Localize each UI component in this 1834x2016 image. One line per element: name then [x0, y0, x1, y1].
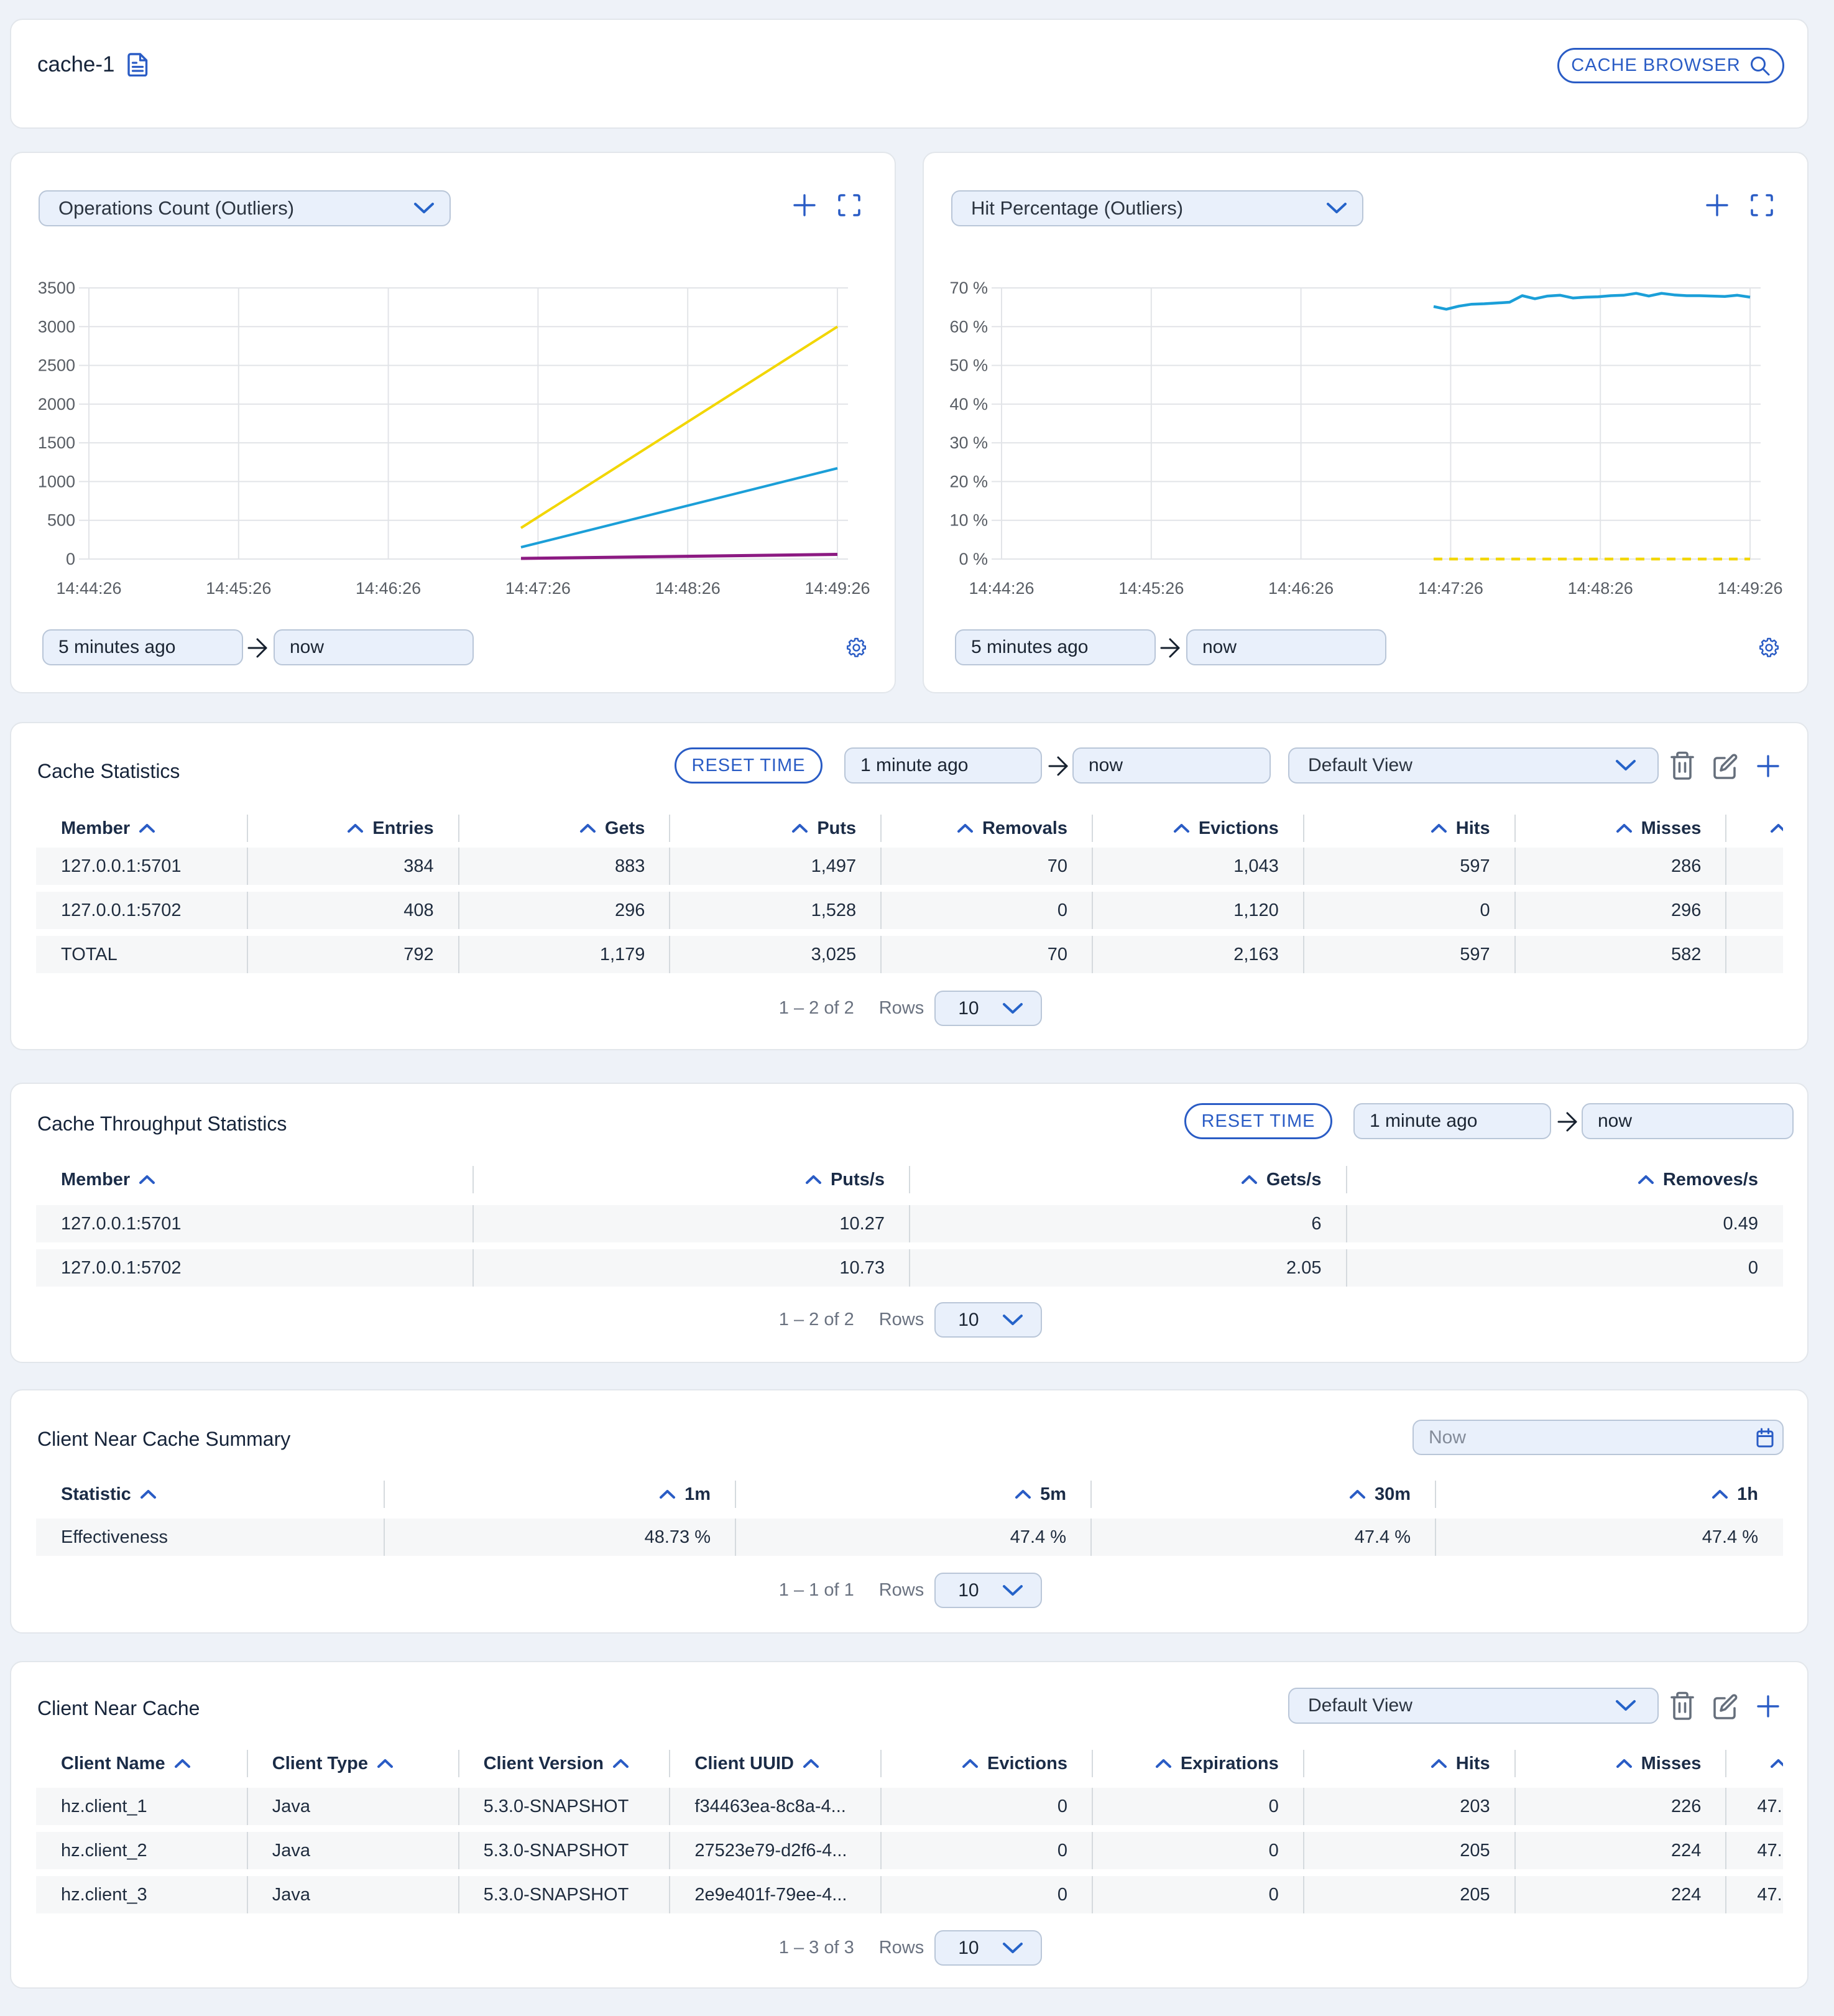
svg-text:14:44:26: 14:44:26 — [969, 579, 1034, 598]
svg-text:10 %: 10 % — [949, 511, 988, 530]
svg-text:1000: 1000 — [38, 472, 75, 491]
svg-text:14:47:26: 14:47:26 — [1418, 579, 1483, 598]
svg-text:14:49:26: 14:49:26 — [804, 579, 870, 598]
svg-text:60 %: 60 % — [949, 317, 988, 336]
svg-text:2000: 2000 — [38, 395, 75, 414]
svg-text:14:48:26: 14:48:26 — [655, 579, 721, 598]
svg-text:3500: 3500 — [38, 279, 75, 297]
svg-text:14:49:26: 14:49:26 — [1717, 579, 1782, 598]
svg-text:70 %: 70 % — [949, 279, 988, 297]
svg-text:14:46:26: 14:46:26 — [356, 579, 421, 598]
svg-text:30 %: 30 % — [949, 433, 988, 452]
svg-text:0: 0 — [66, 550, 75, 568]
svg-text:14:47:26: 14:47:26 — [505, 579, 571, 598]
svg-text:1500: 1500 — [38, 433, 75, 452]
svg-text:14:46:26: 14:46:26 — [1268, 579, 1334, 598]
svg-text:14:45:26: 14:45:26 — [206, 579, 271, 598]
svg-text:20 %: 20 % — [949, 472, 988, 491]
svg-text:14:48:26: 14:48:26 — [1568, 579, 1633, 598]
svg-text:3000: 3000 — [38, 317, 75, 336]
svg-text:500: 500 — [47, 511, 75, 530]
svg-text:14:45:26: 14:45:26 — [1118, 579, 1184, 598]
svg-text:0 %: 0 % — [959, 550, 988, 568]
svg-text:40 %: 40 % — [949, 395, 988, 414]
svg-text:2500: 2500 — [38, 356, 75, 375]
svg-text:50 %: 50 % — [949, 356, 988, 375]
svg-text:14:44:26: 14:44:26 — [56, 579, 121, 598]
